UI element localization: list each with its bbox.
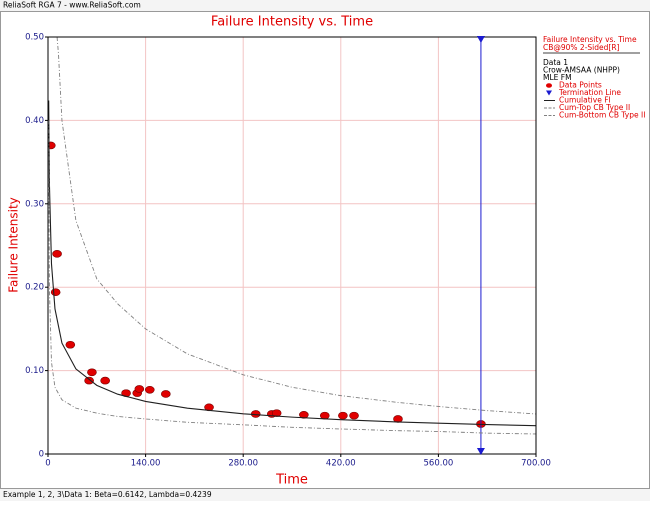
- data-point: [52, 250, 62, 258]
- plot-area: [48, 37, 536, 454]
- app-bar: [0, 0, 650, 11]
- legend-info: Crow-AMSAA (NHPP): [543, 66, 620, 75]
- legend-label: Data Points: [559, 81, 602, 90]
- x-tick-label: 700.00: [521, 459, 551, 469]
- data-point: [338, 411, 348, 420]
- data-point: [100, 376, 110, 385]
- termination-marker: [476, 448, 485, 455]
- axes: 0 140.00 280.00 420.00 560.00 700.00 0 0.10 0.20…: [25, 33, 551, 469]
- curve: [48, 100, 536, 427]
- data-point: [319, 411, 330, 420]
- y-tick-label: 0.30: [25, 199, 44, 209]
- legend-swatch: [546, 90, 552, 96]
- data-point: [134, 385, 145, 393]
- curve: [56, 37, 536, 415]
- data-point: [299, 411, 309, 419]
- y-tick-label: 0.40: [25, 116, 44, 126]
- data-point: [50, 288, 61, 297]
- y-tick-label: 0.10: [25, 366, 44, 376]
- x-tick-label: 280.00: [228, 459, 258, 469]
- legend-swatch: [546, 83, 552, 88]
- chart-title: Failure Intensity vs. Time: [211, 15, 373, 30]
- data-point: [48, 141, 56, 150]
- data-point: [87, 368, 97, 377]
- legend-info: MLE FM: [543, 73, 572, 82]
- app-title: ReliaSoft RGA 7 - www.ReliaSoft.com: [3, 1, 141, 10]
- x-axis-label: Time: [275, 473, 308, 488]
- y-tick-label: 0.50: [25, 33, 44, 43]
- legend-header: CB@90% 2-Sided[R]: [543, 43, 620, 52]
- status-text: Example 1, 2, 3\Data 1: Beta=0.6142, Lam…: [3, 490, 212, 499]
- legend-info: Data 1: [543, 58, 568, 67]
- y-tick-label: 0: [39, 450, 44, 460]
- termination-marker: [476, 36, 485, 43]
- curve: [48, 120, 536, 435]
- data-point: [349, 411, 359, 420]
- legend-header: Failure Intensity vs. Time: [543, 35, 637, 44]
- data-point: [84, 376, 94, 385]
- data-point: [65, 340, 76, 349]
- legend-label: Termination Line: [558, 88, 621, 97]
- legend-label: Cumulative FI: [559, 96, 611, 105]
- data-point: [161, 390, 171, 398]
- y-axis-label: Failure Intensity: [7, 197, 21, 293]
- legend-label: Cum-Top CB Type II: [559, 103, 630, 112]
- status-bar: [0, 489, 650, 501]
- y-tick-label: 0.20: [25, 283, 44, 293]
- data-point: [144, 385, 155, 394]
- x-tick-label: 560.00: [424, 459, 454, 469]
- plot-frame: [47, 36, 537, 455]
- x-tick-label: 0: [45, 459, 50, 469]
- x-tick-label: 140.00: [131, 459, 161, 469]
- legend-label: Cum-Bottom CB Type II: [559, 111, 645, 120]
- x-tick-label: 420.00: [326, 459, 356, 469]
